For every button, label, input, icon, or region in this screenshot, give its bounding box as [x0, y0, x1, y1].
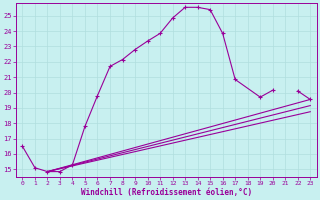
X-axis label: Windchill (Refroidissement éolien,°C): Windchill (Refroidissement éolien,°C): [81, 188, 252, 197]
